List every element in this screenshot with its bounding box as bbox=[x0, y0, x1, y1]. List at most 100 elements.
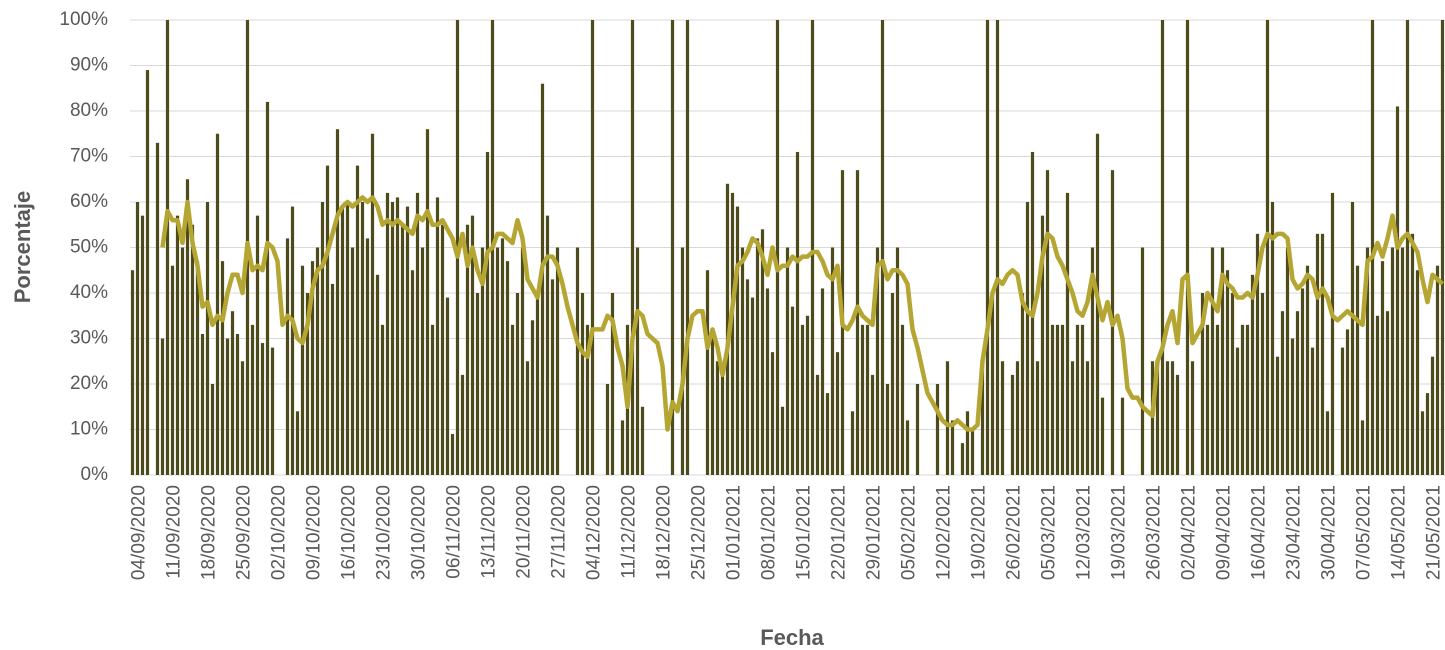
bar bbox=[1010, 374, 1015, 475]
bar bbox=[825, 393, 830, 475]
bar bbox=[875, 247, 880, 475]
bar bbox=[380, 324, 385, 475]
bar bbox=[1330, 192, 1335, 475]
bar bbox=[290, 206, 295, 476]
bar bbox=[1395, 106, 1400, 475]
bar bbox=[1080, 324, 1085, 475]
bar bbox=[195, 261, 200, 475]
bar bbox=[270, 347, 275, 475]
bar bbox=[375, 274, 380, 475]
bar bbox=[240, 361, 245, 475]
bar bbox=[1225, 270, 1230, 475]
y-tick-label: 50% bbox=[70, 237, 108, 258]
bar bbox=[610, 293, 615, 475]
x-tick-label: 05/02/2021 bbox=[899, 485, 920, 580]
bar bbox=[1060, 324, 1065, 475]
bar bbox=[995, 20, 1000, 475]
bar bbox=[1260, 293, 1265, 475]
x-tick-label: 12/02/2021 bbox=[934, 485, 955, 580]
bar bbox=[775, 20, 780, 475]
bar bbox=[1420, 411, 1425, 475]
x-tick-label: 05/03/2021 bbox=[1039, 485, 1060, 580]
bar bbox=[950, 420, 955, 475]
bar bbox=[1400, 247, 1405, 475]
bar bbox=[915, 384, 920, 475]
bar bbox=[555, 247, 560, 475]
bar bbox=[410, 270, 415, 475]
bar bbox=[590, 20, 595, 475]
bar bbox=[1345, 329, 1350, 475]
bar bbox=[475, 293, 480, 475]
bar bbox=[945, 361, 950, 475]
bar bbox=[315, 247, 320, 475]
x-tick-label: 01/01/2021 bbox=[724, 485, 745, 580]
bar bbox=[320, 202, 325, 475]
bar bbox=[1190, 361, 1195, 475]
bar bbox=[895, 247, 900, 475]
bar bbox=[1430, 356, 1435, 475]
bar bbox=[505, 261, 510, 475]
x-tick-label: 18/12/2020 bbox=[654, 485, 675, 580]
x-tick-label: 26/03/2021 bbox=[1144, 485, 1165, 580]
bar bbox=[860, 324, 865, 475]
bar bbox=[515, 293, 520, 475]
bar bbox=[1175, 374, 1180, 475]
bar bbox=[450, 434, 455, 475]
bar bbox=[340, 206, 345, 476]
bar bbox=[760, 229, 765, 475]
bar bbox=[1235, 347, 1240, 475]
bar bbox=[1100, 397, 1105, 475]
bar bbox=[220, 261, 225, 475]
bar bbox=[1210, 247, 1215, 475]
bar bbox=[900, 324, 905, 475]
bar bbox=[1020, 293, 1025, 475]
bar bbox=[965, 411, 970, 475]
bar bbox=[855, 170, 860, 475]
bar bbox=[265, 101, 270, 476]
bar bbox=[350, 247, 355, 475]
bar bbox=[1290, 338, 1295, 475]
bar bbox=[365, 238, 370, 475]
bar bbox=[1410, 233, 1415, 475]
bar bbox=[465, 224, 470, 475]
bar bbox=[1405, 20, 1410, 475]
bar bbox=[905, 420, 910, 475]
bar bbox=[430, 324, 435, 475]
bar bbox=[235, 333, 240, 475]
bar bbox=[225, 338, 230, 475]
bar bbox=[1055, 324, 1060, 475]
bar bbox=[770, 352, 775, 475]
bar bbox=[935, 384, 940, 475]
bar bbox=[325, 165, 330, 475]
bar bbox=[305, 293, 310, 475]
bar bbox=[1265, 20, 1270, 475]
bar bbox=[1215, 324, 1220, 475]
bar bbox=[670, 20, 675, 475]
bar bbox=[890, 293, 895, 475]
bar bbox=[1280, 311, 1285, 475]
bar bbox=[1165, 361, 1170, 475]
bar bbox=[815, 374, 820, 475]
y-tick-label: 0% bbox=[81, 464, 109, 485]
bar bbox=[880, 20, 885, 475]
x-tick-label: 19/02/2021 bbox=[969, 485, 990, 580]
bar bbox=[780, 406, 785, 475]
bar bbox=[970, 429, 975, 475]
bar bbox=[680, 247, 685, 475]
bar bbox=[1275, 356, 1280, 475]
y-tick-label: 20% bbox=[70, 373, 108, 394]
bar bbox=[250, 324, 255, 475]
line bbox=[160, 195, 1445, 432]
bar bbox=[550, 279, 555, 475]
bar bbox=[480, 247, 485, 475]
bar bbox=[255, 215, 260, 475]
bar bbox=[1160, 20, 1165, 475]
x-tick-label: 07/05/2021 bbox=[1354, 485, 1375, 580]
x-tick-label: 23/10/2020 bbox=[374, 485, 395, 580]
bar bbox=[485, 151, 490, 475]
x-tick-label: 11/09/2020 bbox=[164, 485, 185, 579]
bar bbox=[765, 288, 770, 475]
bar bbox=[640, 406, 645, 475]
y-tick-label: 40% bbox=[70, 282, 108, 303]
bar bbox=[1435, 265, 1440, 475]
